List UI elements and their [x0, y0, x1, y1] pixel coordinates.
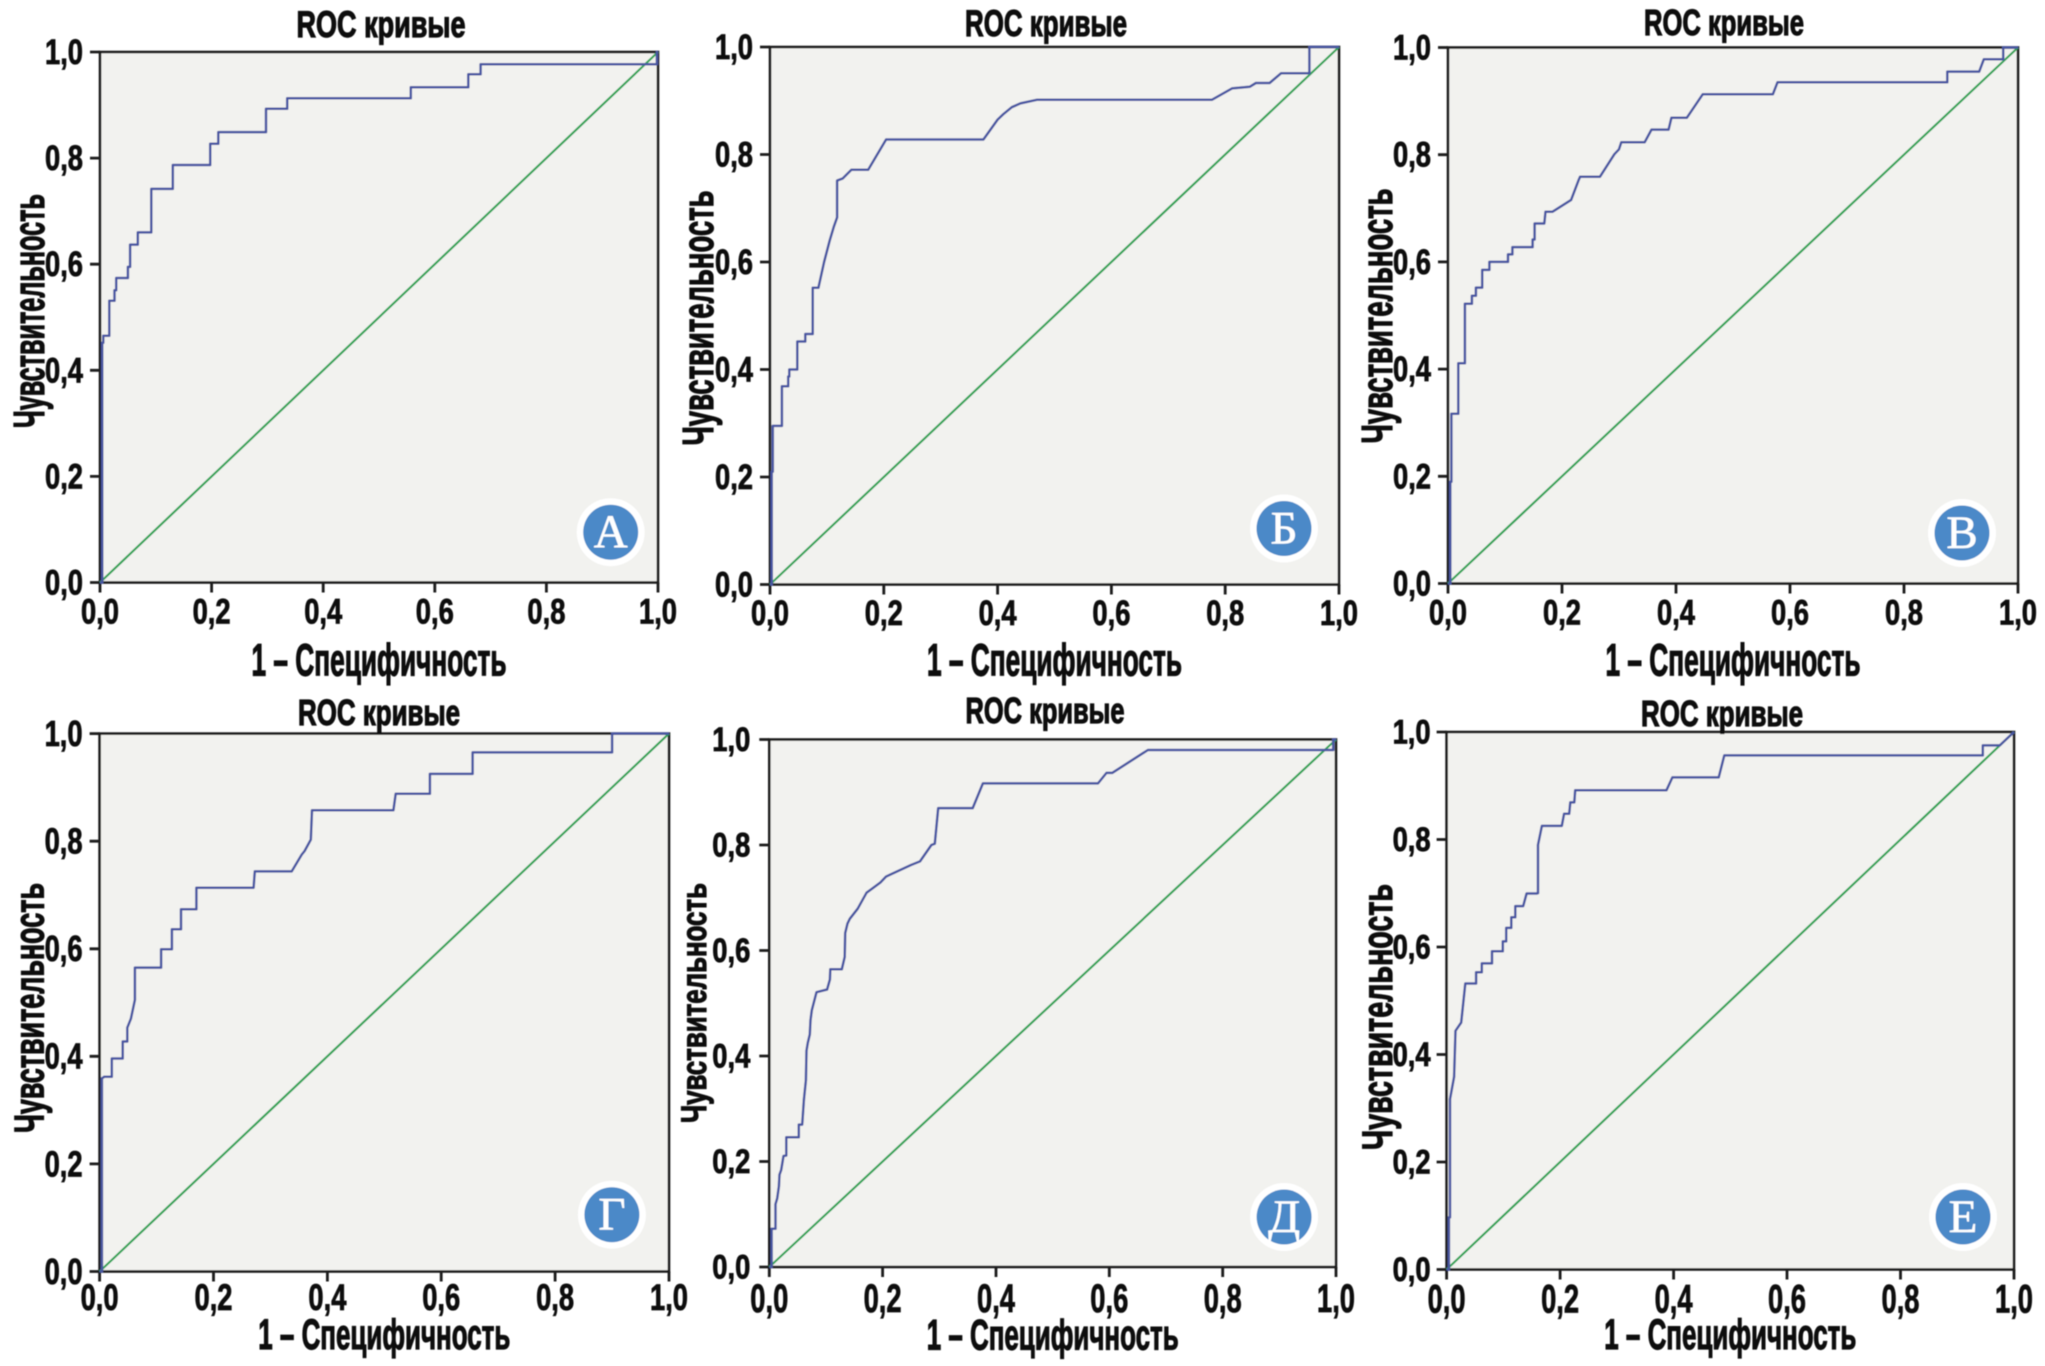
svg-text:0,4: 0,4	[45, 351, 83, 390]
svg-text:1,0: 1,0	[45, 713, 83, 754]
svg-text:0,0: 0,0	[45, 1251, 83, 1292]
svg-text:0,4: 0,4	[1393, 1036, 1431, 1074]
svg-text:ROC кривые: ROC кривые	[966, 690, 1125, 731]
svg-text:0,2: 0,2	[1393, 457, 1431, 496]
svg-text:Чувствительность: Чувствительность	[1353, 189, 1402, 444]
svg-text:Чувствительность: Чувствительность	[5, 194, 54, 428]
svg-text:0,0: 0,0	[1428, 1278, 1466, 1322]
svg-text:0,8: 0,8	[715, 136, 753, 175]
svg-text:0,0: 0,0	[81, 593, 119, 632]
svg-text:0,8: 0,8	[712, 827, 750, 865]
svg-text:Б: Б	[1271, 503, 1298, 555]
svg-text:0,2: 0,2	[193, 593, 231, 632]
svg-text:0,0: 0,0	[1429, 594, 1467, 633]
svg-text:0,4: 0,4	[1393, 350, 1431, 389]
svg-text:0,0: 0,0	[750, 1277, 788, 1321]
svg-text:1 – Специфичность: 1 – Специфичность	[258, 1311, 510, 1359]
svg-text:0,2: 0,2	[1393, 1144, 1431, 1182]
svg-text:1,0: 1,0	[1317, 1277, 1355, 1321]
svg-text:0,8: 0,8	[1204, 1277, 1242, 1321]
svg-text:0,6: 0,6	[45, 245, 83, 284]
svg-text:0,6: 0,6	[1393, 929, 1431, 967]
svg-text:0,8: 0,8	[1206, 594, 1244, 633]
svg-text:1 – Специфичность: 1 – Специфичность	[1606, 635, 1861, 686]
svg-text:0,2: 0,2	[712, 1143, 750, 1181]
svg-text:В: В	[1946, 507, 1977, 559]
svg-text:0,8: 0,8	[1885, 594, 1923, 633]
svg-text:0,4: 0,4	[712, 1038, 750, 1076]
svg-text:1,0: 1,0	[715, 28, 753, 67]
svg-text:0,8: 0,8	[1882, 1278, 1920, 1322]
svg-text:Чувствительность: Чувствительность	[675, 883, 714, 1123]
svg-text:0,6: 0,6	[1771, 594, 1809, 633]
svg-text:1,0: 1,0	[639, 593, 677, 632]
svg-text:0,2: 0,2	[1543, 594, 1581, 633]
svg-text:0,2: 0,2	[715, 458, 753, 497]
svg-text:0,2: 0,2	[45, 1143, 83, 1184]
svg-text:Е: Е	[1949, 1191, 1978, 1243]
svg-text:1 – Специфичность: 1 – Специфичность	[252, 635, 507, 686]
svg-text:Чувствительность: Чувствительность	[674, 191, 723, 446]
svg-text:1,0: 1,0	[1393, 714, 1431, 752]
svg-text:0,6: 0,6	[422, 1277, 460, 1318]
svg-text:1,0: 1,0	[45, 33, 83, 72]
svg-text:0,6: 0,6	[1768, 1278, 1806, 1322]
svg-text:0,0: 0,0	[1393, 565, 1431, 604]
svg-text:1 – Специфичность: 1 – Специфичность	[1604, 1311, 1856, 1359]
svg-text:ROC кривые: ROC кривые	[1641, 693, 1803, 734]
svg-text:0,8: 0,8	[527, 593, 565, 632]
svg-text:1,0: 1,0	[712, 721, 750, 759]
svg-text:0,4: 0,4	[977, 1277, 1016, 1321]
svg-text:0,4: 0,4	[979, 594, 1017, 633]
svg-text:0,2: 0,2	[864, 1277, 902, 1321]
svg-text:0,4: 0,4	[304, 593, 342, 632]
svg-text:0,4: 0,4	[715, 351, 753, 390]
svg-text:Чувствительность: Чувствительность	[6, 883, 53, 1133]
svg-text:0,8: 0,8	[1393, 136, 1431, 175]
svg-text:0,8: 0,8	[45, 139, 83, 178]
svg-text:0,2: 0,2	[195, 1277, 233, 1318]
svg-text:0,2: 0,2	[865, 594, 903, 633]
svg-text:ROC кривые: ROC кривые	[965, 3, 1127, 44]
svg-text:0,4: 0,4	[1655, 1278, 1694, 1322]
svg-text:0,4: 0,4	[45, 1036, 83, 1077]
svg-text:1 – Специфичность: 1 – Специфичность	[927, 635, 1182, 686]
svg-text:0,0: 0,0	[712, 1249, 750, 1287]
svg-text:0,0: 0,0	[751, 594, 789, 633]
svg-text:0,6: 0,6	[1092, 594, 1130, 633]
svg-text:ROC кривые: ROC кривые	[1644, 2, 1804, 43]
svg-text:0,6: 0,6	[45, 928, 83, 969]
svg-text:0,6: 0,6	[1090, 1277, 1128, 1321]
svg-text:ROC кривые: ROC кривые	[297, 4, 466, 45]
svg-text:1,0: 1,0	[1995, 1278, 2033, 1322]
svg-text:1,0: 1,0	[650, 1277, 688, 1318]
svg-text:0,6: 0,6	[712, 932, 750, 970]
svg-text:0,6: 0,6	[715, 243, 753, 282]
svg-text:0,2: 0,2	[1541, 1278, 1579, 1322]
svg-text:ROC кривые: ROC кривые	[298, 692, 460, 733]
svg-text:0,4: 0,4	[308, 1277, 346, 1318]
svg-text:0,8: 0,8	[1393, 821, 1431, 859]
svg-text:0,0: 0,0	[45, 564, 83, 603]
svg-text:0,4: 0,4	[1657, 594, 1695, 633]
svg-text:Д: Д	[1268, 1191, 1300, 1243]
svg-text:А: А	[594, 506, 628, 558]
svg-text:0,6: 0,6	[1393, 243, 1431, 282]
svg-text:0,8: 0,8	[45, 821, 83, 862]
svg-text:1,0: 1,0	[1393, 29, 1431, 68]
svg-text:0,0: 0,0	[715, 566, 753, 605]
svg-text:Г: Г	[598, 1189, 625, 1241]
svg-text:0,0: 0,0	[81, 1277, 119, 1318]
svg-text:Чувствительность: Чувствительность	[1354, 884, 1402, 1150]
svg-text:1,0: 1,0	[1999, 594, 2037, 633]
svg-text:0,6: 0,6	[416, 593, 454, 632]
svg-text:0,8: 0,8	[536, 1277, 574, 1318]
svg-text:0,2: 0,2	[45, 457, 83, 496]
svg-text:1 – Специфичность: 1 – Специфичность	[927, 1311, 1179, 1359]
svg-text:1,0: 1,0	[1320, 594, 1358, 633]
svg-text:0,0: 0,0	[1393, 1251, 1431, 1289]
